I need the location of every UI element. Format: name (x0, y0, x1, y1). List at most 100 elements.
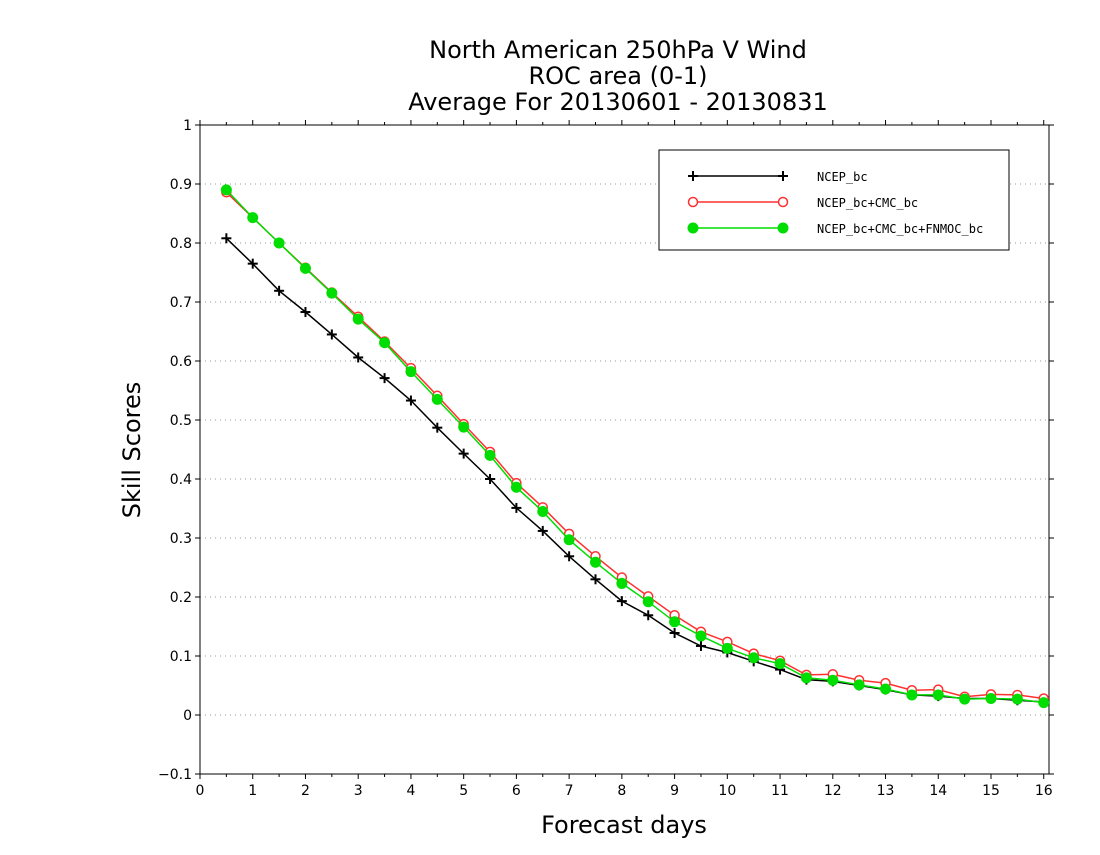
x-tick-label: 14 (929, 783, 947, 799)
data-point (880, 683, 892, 695)
x-tick-label: 2 (301, 783, 310, 799)
data-point (669, 616, 681, 628)
data-point (221, 233, 232, 244)
data-point (273, 237, 285, 249)
y-tick-label: 0.9 (170, 177, 192, 193)
data-point (484, 449, 496, 461)
legend-marker (688, 171, 698, 181)
data-point (959, 693, 971, 705)
legend-label: NCEP_bc (817, 170, 868, 184)
legend-marker (687, 222, 699, 234)
data-point (326, 287, 338, 299)
series-line (225, 189, 1044, 704)
data-point (405, 395, 416, 406)
y-tick-label: 0.7 (170, 295, 192, 311)
data-point (458, 448, 469, 459)
legend-item-2: NCEP_bc+CMC_bc (687, 196, 918, 210)
x-tick-label: 4 (406, 783, 415, 799)
legend-label: NCEP_bc+CMC_bc (817, 196, 918, 210)
y-tick-label: 1 (183, 118, 192, 134)
y-tick-label: 0.4 (170, 472, 192, 488)
data-point (405, 366, 417, 378)
data-point (616, 577, 628, 589)
chart-title-line-2: ROC area (0-1) (528, 62, 707, 90)
data-point (379, 373, 390, 384)
data-point (695, 630, 707, 642)
chart-title-line-1: North American 250hPa V Wind (429, 36, 807, 64)
x-tick-label: 7 (565, 783, 574, 799)
x-tick-label: 5 (459, 783, 468, 799)
chart-title: North American 250hPa V Wind ROC area (0… (408, 36, 828, 116)
x-tick-label: 15 (982, 783, 1000, 799)
data-point (220, 184, 232, 196)
x-tick-label: 8 (617, 783, 626, 799)
x-tick-label: 11 (771, 783, 789, 799)
data-point (564, 551, 575, 562)
data-point (669, 627, 680, 638)
data-point (590, 574, 601, 585)
data-point (537, 525, 548, 536)
data-point (616, 596, 627, 607)
legend-marker (778, 171, 788, 181)
data-point (800, 672, 812, 684)
data-point (695, 640, 706, 651)
data-point (721, 642, 733, 654)
x-axis-label: Forecast days (541, 811, 707, 839)
data-point (1038, 697, 1050, 709)
data-point (642, 596, 654, 608)
data-point (774, 658, 786, 670)
data-point (353, 352, 364, 363)
series-line (225, 191, 1044, 700)
series-2 (221, 187, 1049, 704)
y-tick-label: 0 (183, 708, 192, 724)
data-point (274, 285, 285, 296)
y-tick-label: 0.2 (170, 590, 192, 606)
legend-item-3: NCEP_bc+CMC_bc+FNMOC_bc (687, 222, 983, 236)
data-point (537, 505, 549, 517)
data-point (299, 262, 311, 274)
data-point (827, 674, 839, 686)
plot-frame (199, 124, 1050, 775)
data-point (431, 393, 443, 405)
legend-label: NCEP_bc+CMC_bc+FNMOC_bc (817, 222, 983, 236)
legend-marker (777, 222, 789, 234)
x-tick-label: 6 (512, 783, 521, 799)
data-point (300, 307, 311, 318)
grid-lines (200, 183, 1049, 716)
series-3 (220, 184, 1050, 709)
x-tick-label: 3 (354, 783, 363, 799)
data-point (589, 556, 601, 568)
y-tick-label: 0.5 (170, 413, 192, 429)
x-axis: 0 1 2 3 4 5 6 7 8 9 10 11 12 13 14 15 16 (196, 120, 1053, 799)
data-point (510, 481, 522, 493)
y-tick-label: −0.1 (158, 767, 192, 783)
series-layer (220, 184, 1050, 709)
x-tick-label: 16 (1035, 783, 1053, 799)
data-point (563, 534, 575, 546)
legend-box (658, 149, 1010, 251)
legend: NCEP_bc NCEP_bc+CMC_bc NCEP_bc+CMC_bc+FNMO… (658, 149, 1010, 251)
y-tick-label: 0.8 (170, 236, 192, 252)
data-point (985, 692, 997, 704)
x-tick-label: 0 (196, 783, 205, 799)
data-point (352, 313, 364, 325)
x-tick-label: 13 (877, 783, 895, 799)
data-point (511, 502, 522, 513)
data-point (432, 422, 443, 433)
data-point (748, 652, 760, 664)
data-point (906, 689, 918, 701)
data-point (458, 421, 470, 433)
data-point (247, 212, 259, 224)
y-tick-label: 0.3 (170, 531, 192, 547)
legend-item-1: NCEP_bc (688, 170, 868, 184)
data-point (326, 329, 337, 340)
data-point (932, 689, 944, 701)
data-point (643, 610, 654, 621)
data-point (1011, 693, 1023, 705)
x-tick-label: 12 (824, 783, 842, 799)
x-tick-label: 10 (718, 783, 736, 799)
x-tick-label: 9 (670, 783, 679, 799)
y-tick-label: 0.1 (170, 649, 192, 665)
